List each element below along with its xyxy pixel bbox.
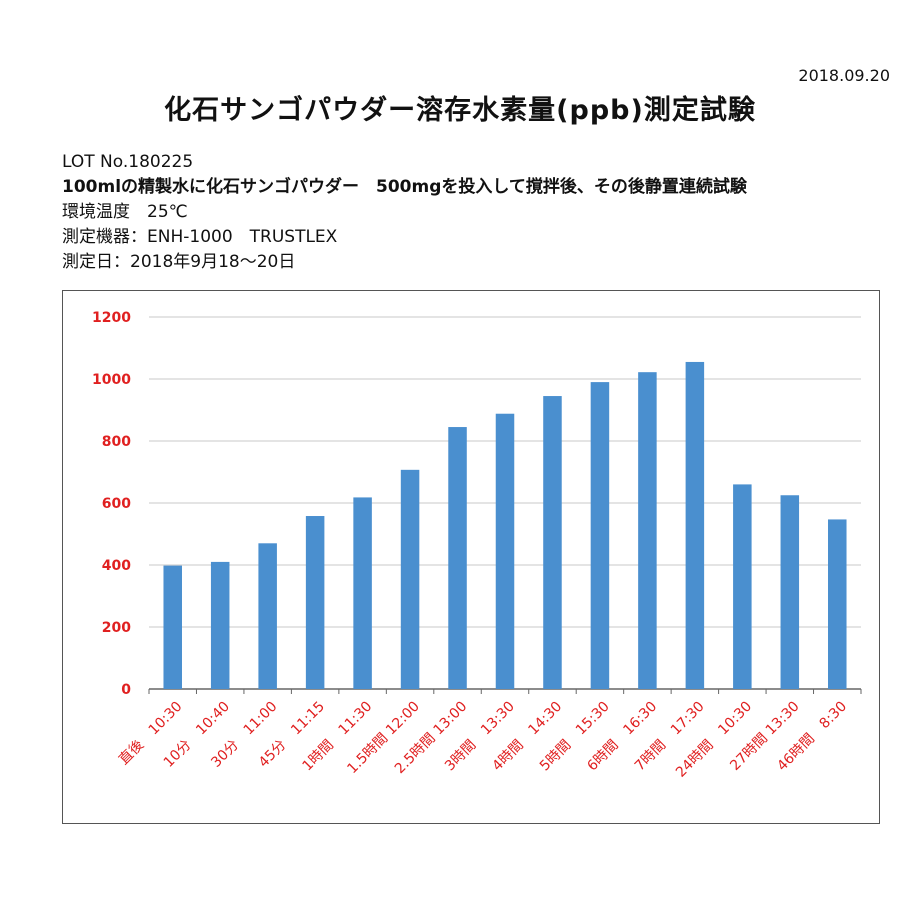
bar <box>163 565 182 689</box>
measure-date: 測定日：2018年9月18～20日 <box>62 252 296 272</box>
bar <box>543 396 562 689</box>
bar <box>828 519 847 689</box>
lot-number: LOT No.180225 <box>62 152 194 172</box>
bar <box>495 413 515 689</box>
bar <box>353 497 372 689</box>
bar <box>780 495 800 689</box>
bar <box>305 516 325 689</box>
bar <box>210 561 230 689</box>
page-title: 化石サンゴパウダー溶存水素量(ppb)測定試験 <box>164 95 756 126</box>
bar <box>448 427 467 689</box>
bar <box>638 372 657 689</box>
bar <box>685 361 705 689</box>
instrument: 測定機器：ENH-1000 TRUSTLEX <box>62 227 338 247</box>
y-tick-label: 400 <box>102 558 131 574</box>
bar <box>590 382 610 689</box>
bar <box>733 484 752 689</box>
y-tick-label: 200 <box>102 620 131 636</box>
y-tick-label: 800 <box>102 434 131 450</box>
info-block: LOT No.180225 100mlの精製水に化石サンゴパウダー 500mgを… <box>62 150 902 275</box>
bar <box>400 469 420 689</box>
date-stamp: 2018.09.20 <box>798 66 890 85</box>
y-tick-label: 0 <box>121 682 131 698</box>
y-tick-label: 600 <box>102 496 131 512</box>
bar <box>258 543 277 689</box>
temperature: 環境温度 25℃ <box>62 202 188 222</box>
chart-frame: 0 200 400 600 800 1000 1200 直後 10:30 10分 10:40 30… <box>62 290 880 824</box>
y-tick-label: 1200 <box>92 310 131 326</box>
y-tick-label: 1000 <box>92 372 131 388</box>
test-description: 100mlの精製水に化石サンゴパウダー 500mgを投入して撹拌後、その後静置連… <box>62 177 747 197</box>
